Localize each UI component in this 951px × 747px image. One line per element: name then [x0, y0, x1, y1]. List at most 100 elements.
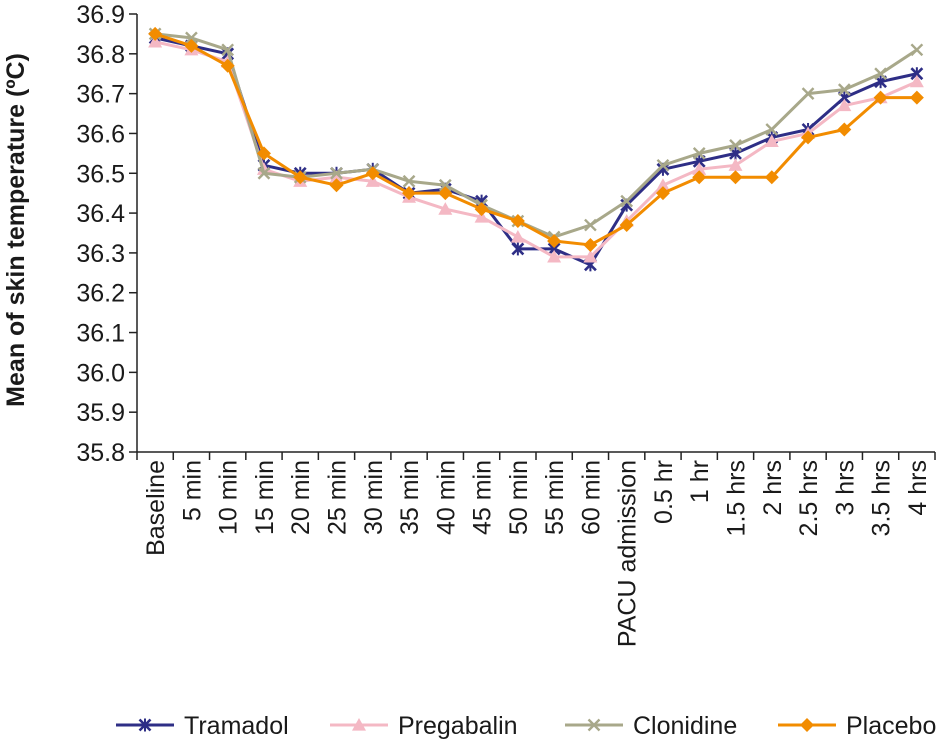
- data-point: [438, 186, 453, 201]
- data-point-stroke: [584, 218, 597, 232]
- data-point: [909, 74, 924, 88]
- x-tick-label: 60 min: [577, 460, 605, 535]
- y-tick-label: 35.8: [76, 439, 125, 467]
- x-tick-label: 50 min: [505, 460, 533, 535]
- legend-item-tramadol: Tramadol: [116, 712, 289, 740]
- x-tick-label: 25 min: [324, 460, 352, 535]
- data-point: [184, 38, 199, 53]
- x-tick-label: 1 hr: [686, 460, 714, 503]
- x-tick-label: 10 min: [215, 460, 243, 535]
- data-point: [329, 178, 344, 193]
- legend-swatch-marker: [800, 718, 814, 732]
- data-point: [329, 170, 344, 183]
- x-tick-label: 40 min: [432, 460, 460, 535]
- data-point-stroke: [801, 87, 815, 100]
- legend-swatch-marker-stroke: [587, 718, 601, 732]
- series-line: [154, 36, 918, 267]
- y-tick-label: 36.0: [76, 359, 125, 387]
- y-tick-label: 36.1: [76, 320, 125, 348]
- x-tick-label: PACU admission: [614, 460, 642, 647]
- legend-item-pregabalin: Pregabalin: [330, 712, 518, 740]
- data-point: [801, 130, 816, 145]
- legend-label: Tramadol: [184, 712, 289, 740]
- data-point: [148, 26, 163, 41]
- data-point: [655, 178, 670, 191]
- series-line: [154, 32, 918, 239]
- x-tick-label: Baseline: [142, 460, 170, 556]
- data-point: [764, 170, 779, 185]
- data-point-stroke: [221, 43, 235, 57]
- x-tick-label: 35 min: [396, 460, 424, 535]
- data-point: [873, 90, 888, 105]
- data-point: [728, 170, 743, 185]
- series-line: [154, 32, 917, 247]
- x-tick-label: 20 min: [287, 460, 315, 535]
- legend-label: Pregabalin: [398, 712, 518, 740]
- data-point-stroke: [729, 139, 742, 152]
- data-point-stroke: [765, 123, 779, 136]
- y-tick-label: 36.8: [76, 41, 125, 69]
- data-point-stroke: [402, 174, 416, 188]
- y-tick-label: 36.3: [76, 240, 125, 268]
- x-tick-label: 5 min: [178, 460, 206, 521]
- y-axis-ticks: 35.8 35.9 36.0 36.1 36.2 36.3 36.4 36.5 36.6 36.7…: [76, 1, 137, 467]
- x-tick-label: 30 min: [360, 460, 388, 535]
- data-point: [547, 233, 562, 248]
- y-tick-label: 36.2: [76, 280, 125, 308]
- series-placebo: [148, 26, 924, 252]
- x-tick-label: 2.5 hrs: [795, 460, 823, 536]
- data-point: [909, 90, 924, 105]
- x-tick-label: 3.5 hrs: [868, 460, 896, 536]
- series-line: [154, 40, 918, 259]
- data-point-stroke: [656, 158, 670, 172]
- data-point-stroke: [692, 147, 706, 160]
- axes: [136, 14, 935, 453]
- data-point: [619, 218, 634, 233]
- x-tick-label: 0.5 hr: [650, 460, 678, 524]
- y-tick-label: 36.4: [76, 200, 125, 228]
- data-point: [474, 202, 489, 217]
- y-tick-label: 36.7: [76, 81, 125, 109]
- legend-swatch-marker: [352, 718, 366, 731]
- x-tick-label: 3 hrs: [831, 460, 859, 516]
- data-point-stroke: [330, 166, 343, 180]
- data-point: [474, 210, 489, 223]
- legend-item-placebo: Placebo: [778, 712, 936, 740]
- x-axis-ticks: Baseline 5 min 10 min 15 min 20 min 25 min 30 …: [136, 452, 936, 647]
- data-point-stroke: [620, 194, 634, 208]
- data-point: [510, 229, 525, 243]
- data-point: [365, 166, 380, 181]
- data-point: [764, 134, 779, 148]
- data-point-stroke: [874, 67, 887, 81]
- y-tick-label: 36.5: [76, 160, 125, 188]
- y-tick-label: 35.9: [76, 399, 125, 427]
- y-tick-label: 36.6: [76, 120, 125, 148]
- data-point: [365, 174, 380, 187]
- data-point: [692, 162, 707, 175]
- y-tick-label: 36.9: [76, 1, 125, 29]
- data-point: [256, 146, 271, 161]
- data-point-stroke: [837, 83, 851, 97]
- data-point: [293, 170, 308, 185]
- data-point: [220, 58, 235, 73]
- data-point-stroke: [185, 31, 198, 45]
- series-layer: [148, 26, 924, 272]
- data-point-stroke: [257, 166, 271, 180]
- x-tick-label: 55 min: [541, 460, 569, 535]
- data-point: [692, 170, 707, 185]
- data-point-stroke: [438, 178, 452, 192]
- data-point: [655, 186, 670, 201]
- x-tick-label: 4 hrs: [904, 460, 932, 516]
- legend-label: Clonidine: [633, 712, 737, 740]
- data-point: [837, 98, 852, 112]
- data-point: [583, 237, 598, 252]
- data-point: [547, 249, 562, 263]
- data-point: [402, 186, 417, 201]
- x-tick-label: 2 hrs: [759, 460, 787, 516]
- x-tick-label: 1.5 hrs: [723, 460, 751, 536]
- data-point: [728, 158, 743, 171]
- legend-label: Placebo: [846, 712, 936, 740]
- data-point: [148, 34, 163, 48]
- data-point: [510, 214, 525, 229]
